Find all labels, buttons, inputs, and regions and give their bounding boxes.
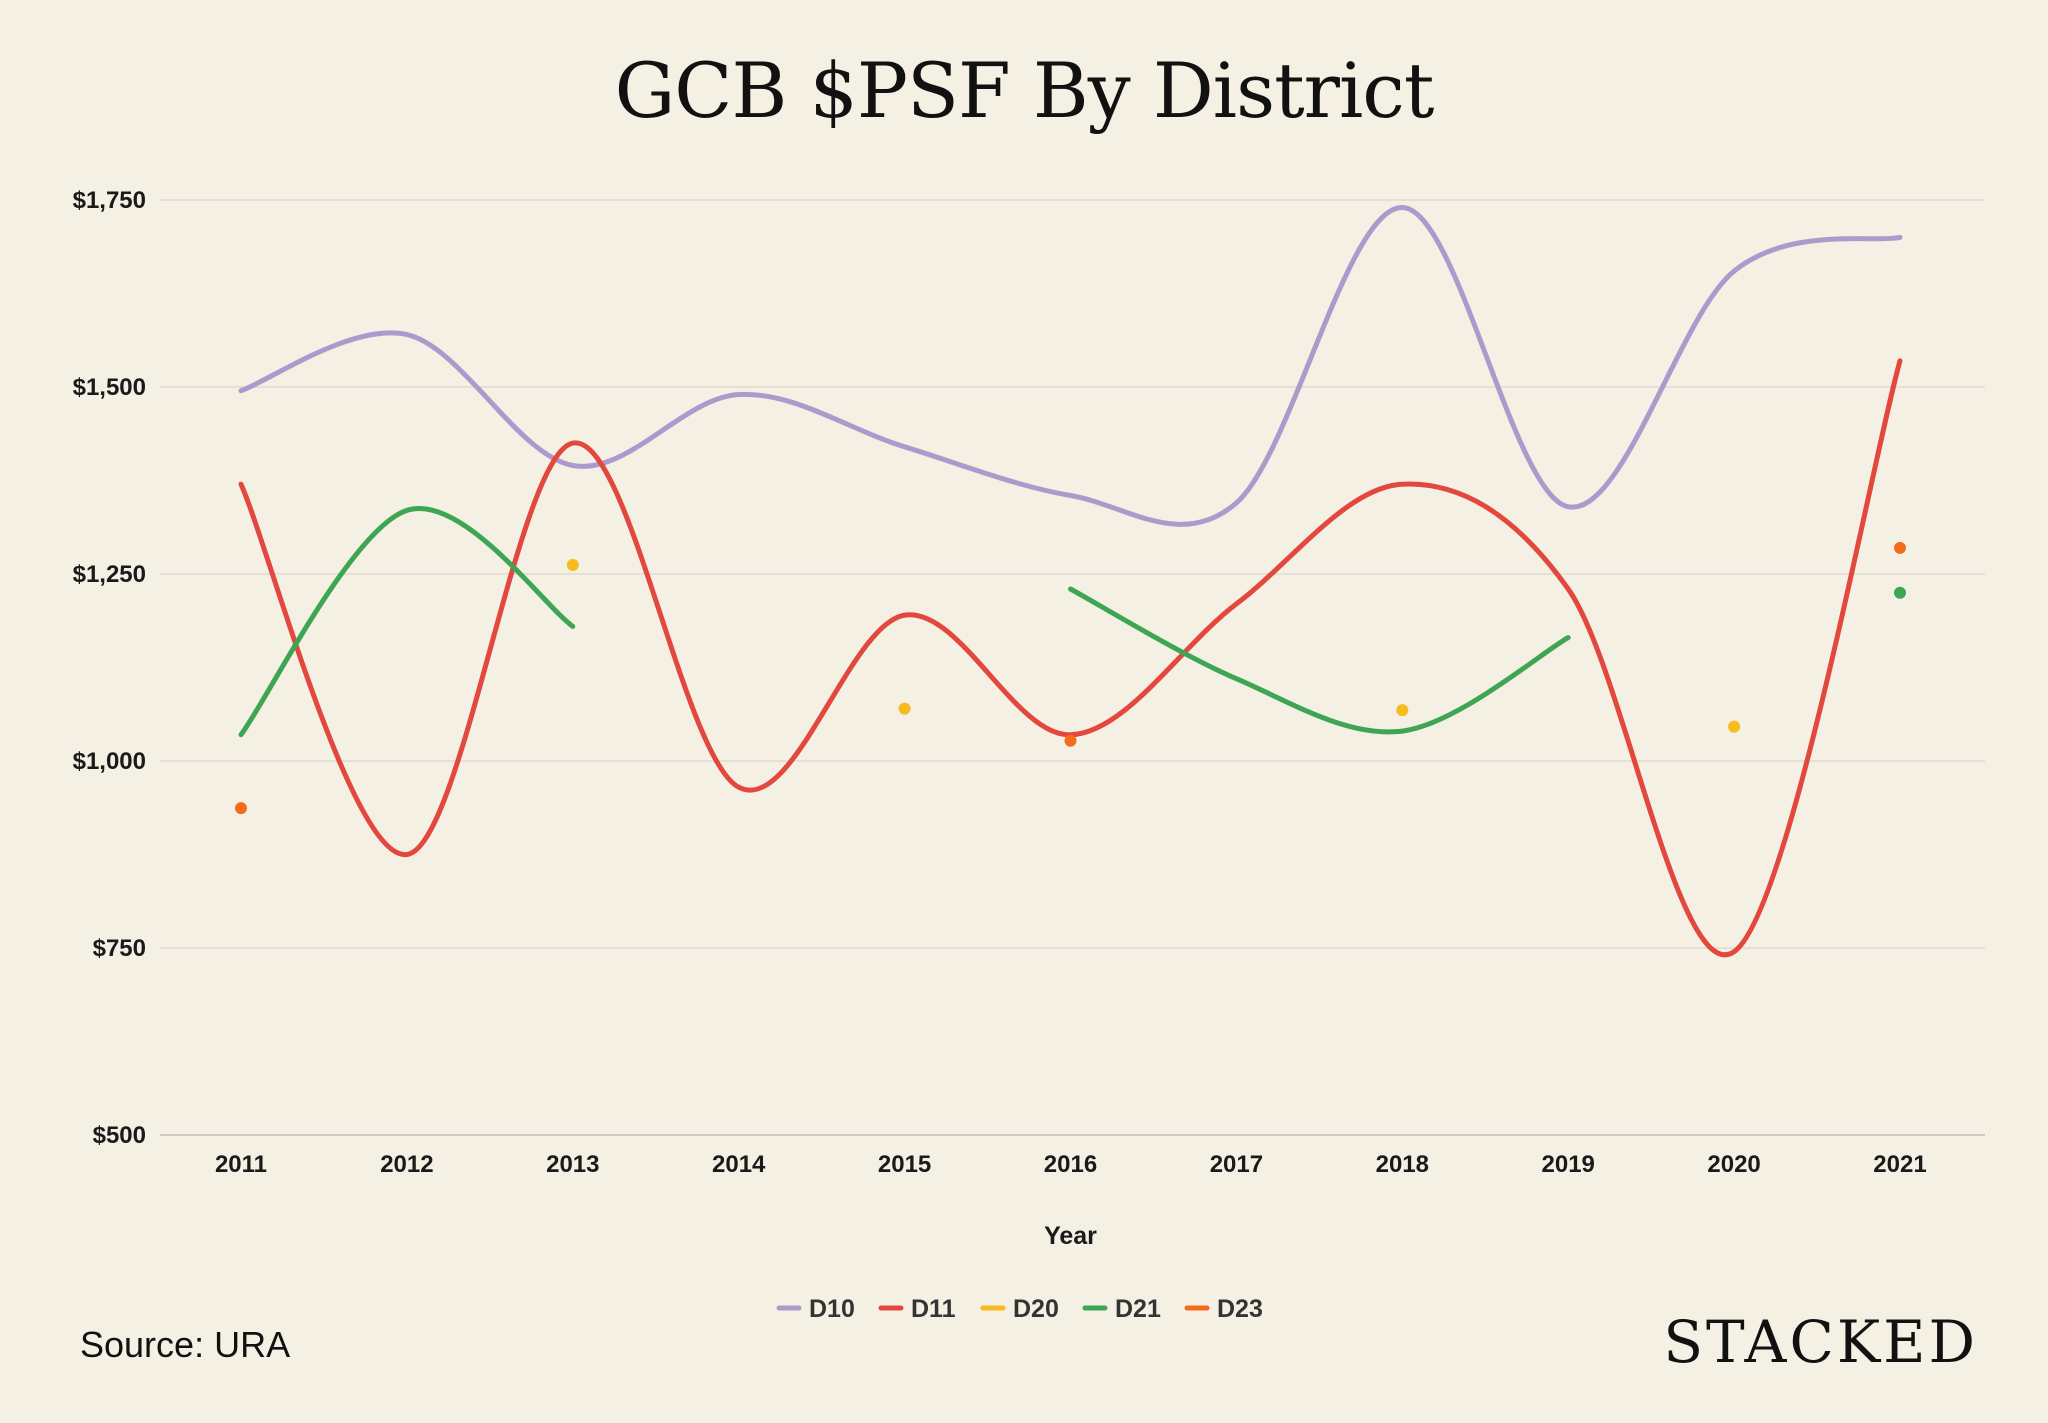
legend-label-d11: D11 (911, 1295, 956, 1323)
data-point-d20 (566, 559, 579, 572)
legend-item-d11: D11 (878, 1295, 956, 1323)
series-layer (235, 204, 1906, 958)
y-axis-ticks: $500 $750 $1,000 $1,250 $1,500 $1,750 (73, 187, 146, 1149)
x-tick-label: 2011 (215, 1151, 267, 1178)
legend-item-d10: D10 (776, 1295, 855, 1323)
x-tick-label: 2014 (712, 1151, 766, 1178)
y-tick-label: $1,750 (73, 187, 146, 214)
source-note: Source: URA (80, 1324, 291, 1365)
chart-title: GCB $PSF By District (614, 46, 1435, 135)
legend-label-d23: D23 (1217, 1295, 1263, 1323)
x-axis-title: Year (1044, 1222, 1097, 1250)
x-tick-label: 2021 (1873, 1151, 1926, 1178)
series-line-d11 (238, 358, 1903, 958)
data-point-d23 (1894, 541, 1906, 554)
data-point-d23 (235, 802, 247, 815)
y-tick-label: $1,250 (73, 561, 146, 588)
legend: D10 D11 D20 D21 D23 (776, 1295, 1263, 1323)
data-point-d20 (1728, 720, 1741, 733)
x-tick-label: 2020 (1707, 1151, 1760, 1178)
x-tick-label: 2013 (546, 1151, 599, 1178)
x-tick-label: 2017 (1210, 1151, 1263, 1178)
series-d10 (238, 204, 1903, 527)
data-point-d20 (1396, 704, 1409, 717)
legend-label-d21: D21 (1115, 1295, 1161, 1323)
data-point-d20 (898, 702, 911, 715)
legend-item-d21: D21 (1082, 1295, 1161, 1323)
x-axis-ticks: 2011 2012 2013 2014 2015 2016 2017 2018 2019 2020… (215, 1151, 1927, 1178)
series-d21 (238, 506, 1906, 738)
legend-item-d20: D20 (980, 1295, 1059, 1323)
x-tick-label: 2019 (1542, 1151, 1595, 1178)
data-point-d23 (1064, 734, 1077, 747)
series-line-d21 (238, 506, 576, 738)
brand-logo: STACKED (1663, 1308, 1978, 1376)
y-tick-label: $1,000 (73, 748, 146, 775)
data-point-d21 (1894, 586, 1906, 599)
y-tick-label: $500 (93, 1122, 146, 1149)
x-tick-label: 2018 (1376, 1151, 1429, 1178)
series-d11 (238, 358, 1903, 958)
x-tick-label: 2012 (380, 1151, 433, 1178)
series-line-d10 (238, 204, 1903, 527)
y-tick-label: $1,500 (73, 374, 146, 401)
x-tick-label: 2016 (1044, 1151, 1097, 1178)
series-d23 (235, 541, 1906, 815)
grid-lines (160, 199, 1985, 1136)
legend-label-d10: D10 (809, 1295, 855, 1323)
legend-label-d20: D20 (1013, 1295, 1059, 1323)
y-tick-label: $750 (93, 935, 146, 962)
x-tick-label: 2015 (878, 1151, 931, 1178)
legend-item-d23: D23 (1184, 1295, 1263, 1323)
series-d20 (566, 559, 1741, 733)
series-line-d21 (1068, 586, 1571, 735)
